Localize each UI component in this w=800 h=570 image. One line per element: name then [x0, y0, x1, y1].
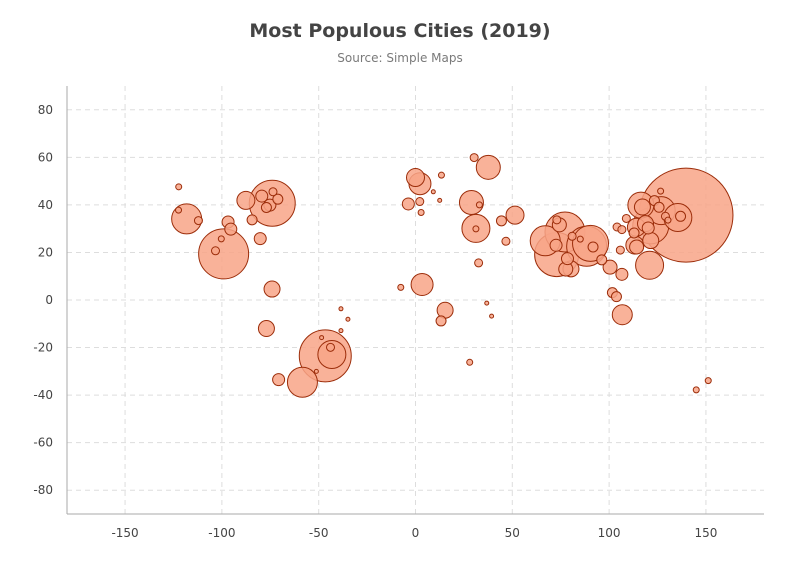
- city-point: [175, 206, 183, 214]
- city-point: [401, 197, 415, 211]
- city-point: [345, 316, 351, 322]
- x-tick-label: 50: [505, 526, 520, 540]
- city-point: [621, 213, 631, 223]
- city-point: [615, 267, 629, 281]
- city-point: [430, 189, 436, 195]
- city-point: [246, 214, 258, 226]
- city-point: [286, 366, 318, 398]
- city-point: [198, 228, 250, 280]
- city-point: [628, 227, 640, 239]
- city-point: [635, 250, 665, 280]
- city-point: [263, 280, 281, 298]
- x-tick-label: 150: [694, 526, 717, 540]
- city-point: [633, 198, 651, 216]
- city-point: [657, 187, 665, 195]
- city-point: [692, 386, 700, 394]
- city-point: [615, 245, 625, 255]
- city-point: [495, 215, 507, 227]
- city-point: [193, 216, 203, 226]
- city-point: [272, 193, 284, 205]
- x-tick-label: 100: [598, 526, 621, 540]
- y-tick-label: 0: [45, 293, 53, 307]
- y-tick-label: 40: [38, 198, 53, 212]
- chart-subtitle: Source: Simple Maps: [337, 51, 463, 65]
- city-point: [602, 259, 618, 275]
- city-point: [466, 358, 474, 366]
- y-tick-label: 60: [38, 150, 53, 164]
- city-point: [587, 241, 599, 253]
- city-point: [415, 197, 425, 207]
- x-tick-label: 0: [412, 526, 420, 540]
- y-tick-label: -40: [33, 388, 53, 402]
- city-point: [317, 339, 347, 369]
- city-point: [653, 201, 665, 213]
- city-point: [567, 231, 577, 241]
- city-point: [552, 215, 562, 225]
- city-point: [505, 205, 525, 225]
- city-point: [397, 283, 405, 291]
- city-point: [675, 210, 687, 222]
- city-point: [417, 208, 425, 216]
- city-point: [641, 221, 655, 235]
- city-point: [469, 153, 479, 163]
- city-point: [260, 202, 272, 214]
- x-tick-label: -50: [309, 526, 329, 540]
- city-point: [664, 216, 672, 224]
- city-point: [338, 306, 344, 312]
- city-point: [642, 232, 660, 250]
- chart-title: Most Populous Cities (2019): [249, 20, 551, 42]
- city-point: [435, 315, 447, 327]
- city-point: [437, 171, 445, 179]
- city-point: [611, 304, 633, 326]
- city-point: [549, 238, 563, 252]
- city-point: [560, 252, 574, 266]
- city-point: [576, 235, 584, 243]
- city-point: [472, 225, 480, 233]
- x-tick-label: -150: [111, 526, 138, 540]
- city-point: [272, 373, 286, 387]
- city-point: [406, 168, 425, 188]
- city-point: [617, 225, 627, 235]
- city-point: [437, 197, 443, 203]
- y-tick-label: -80: [33, 483, 53, 497]
- city-point: [458, 190, 484, 216]
- city-point: [268, 187, 278, 197]
- city-point: [210, 246, 220, 256]
- city-point: [489, 313, 495, 319]
- city-point: [257, 320, 275, 338]
- city-point: [629, 239, 645, 255]
- city-point: [313, 368, 319, 374]
- city-point: [326, 342, 336, 352]
- city-point: [475, 201, 483, 209]
- city-point: [596, 254, 608, 266]
- city-point: [474, 258, 484, 268]
- city-point: [338, 328, 344, 334]
- city-point: [255, 189, 269, 203]
- city-point: [224, 222, 238, 236]
- x-tick-label: -100: [208, 526, 235, 540]
- city-point: [410, 273, 434, 297]
- city-point: [484, 300, 490, 306]
- city-point: [236, 190, 256, 210]
- city-point: [253, 232, 267, 246]
- city-point: [319, 335, 325, 341]
- city-point: [475, 154, 501, 180]
- y-tick-label: -60: [33, 436, 53, 450]
- city-point: [217, 235, 225, 243]
- y-tick-label: 80: [38, 103, 53, 117]
- y-tick-label: -20: [33, 341, 53, 355]
- city-point: [501, 236, 511, 246]
- y-tick-label: 20: [38, 245, 53, 259]
- city-point: [704, 377, 712, 385]
- city-point: [610, 291, 622, 303]
- city-point: [175, 183, 183, 191]
